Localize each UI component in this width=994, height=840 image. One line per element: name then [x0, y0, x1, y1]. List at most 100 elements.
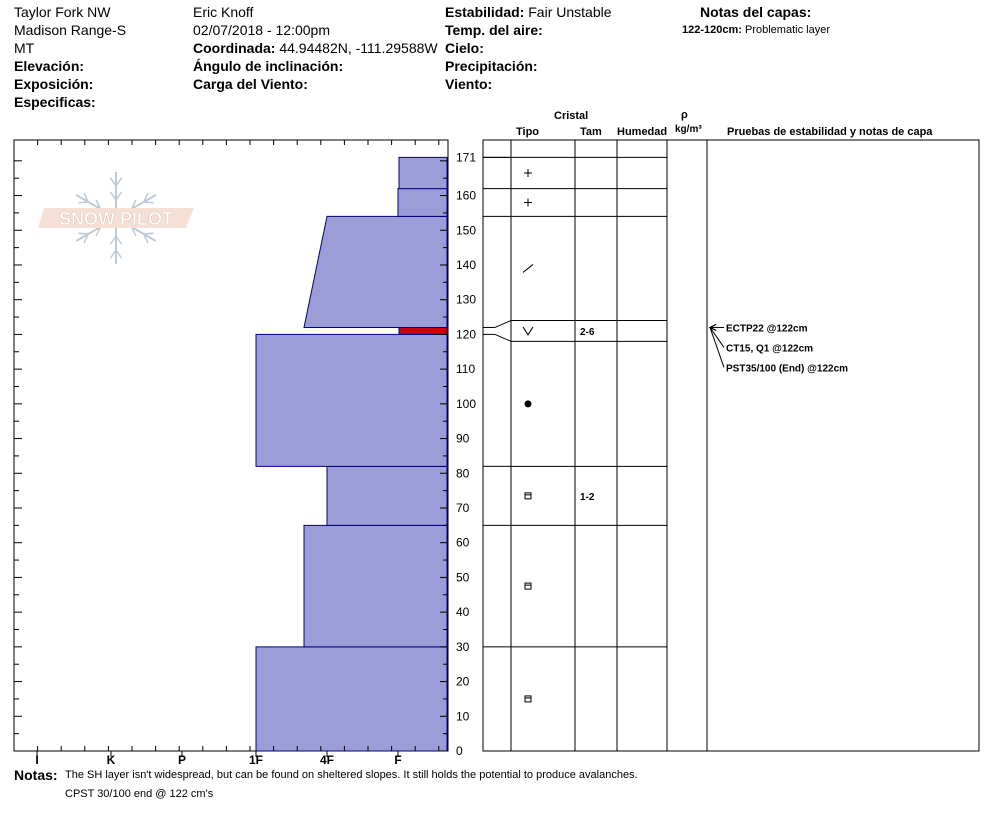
- notes-line-2: CPST 30/100 end @ 122 cm's: [65, 788, 214, 800]
- hardness-tick-label: 4F: [320, 753, 334, 767]
- stability-value: Fair Unstable: [528, 4, 612, 20]
- grain-symbol-v: [522, 326, 534, 336]
- hardness-layer-6: [397, 188, 448, 217]
- depth-tick-label: 50: [456, 570, 470, 584]
- depth-tick-label: 160: [456, 189, 476, 203]
- moisture-header: Humedad: [617, 126, 668, 138]
- depth-tick-label: 20: [456, 675, 470, 689]
- logo-flake-branch: [83, 192, 89, 203]
- grain-symbol-plus: [524, 198, 532, 207]
- logo-flake-branch: [95, 226, 102, 237]
- wind-label: Viento:: [445, 76, 493, 92]
- depth-tick-label: 60: [456, 536, 470, 550]
- coordinate-value: 44.94482N, -111.29588W: [279, 40, 438, 56]
- logo-flake-branch: [109, 235, 117, 245]
- depth-tick-label: 150: [456, 223, 476, 237]
- hardness-tick-label: 1F: [249, 753, 263, 767]
- logo-flake-branch: [115, 249, 123, 259]
- depth-tick-label: 130: [456, 293, 476, 307]
- grain-size-label: 2-6: [580, 327, 595, 338]
- depth-tick-label: 110: [456, 362, 475, 376]
- logo-flake-branch: [130, 226, 137, 237]
- logo-flake-branch: [78, 201, 89, 204]
- layer-table-frame: [482, 139, 980, 752]
- observation-datetime: 02/07/2018 - 12:00pm: [193, 22, 330, 38]
- logo-flake-branch: [109, 177, 117, 187]
- wind-load-label: Carga del Viento:: [193, 76, 308, 92]
- air-temp-label: Temp. del aire:: [445, 22, 543, 38]
- depth-tick-label: 100: [456, 397, 476, 411]
- grain-symbol-plus: [524, 168, 532, 177]
- depth-tick-label: 10: [456, 709, 470, 723]
- hardness-layer-7: [398, 156, 448, 190]
- layer-note-range: 122-120cm:: [682, 24, 742, 36]
- weak-layer-bar: [398, 326, 448, 335]
- hardness-layer-0: [255, 646, 448, 752]
- stability-test-arrow: [708, 324, 717, 331]
- logo-flake-branch: [115, 235, 123, 245]
- aspect-label: Exposición:: [14, 76, 94, 92]
- hardness-plot-frame: [13, 139, 449, 752]
- grain-size-label: 1-2: [580, 492, 595, 503]
- size-header: Tam: [580, 126, 602, 138]
- notes-line-1: The SH layer isn't widespread, but can b…: [65, 769, 638, 781]
- stability-test-label: CT15, Q1 @122cm: [726, 343, 813, 354]
- connector-slant: [494, 320, 512, 328]
- grain-square: [524, 695, 532, 703]
- depth-tick-label: 90: [456, 432, 470, 446]
- stability-test-label: ECTP22 @122cm: [726, 323, 808, 334]
- grain-symbol-slash: [522, 264, 534, 273]
- logo-flake-branch: [115, 177, 123, 187]
- grain-symbol-square: [524, 695, 532, 703]
- logo-banner: [38, 208, 194, 228]
- grain-symbol-dot: [524, 400, 532, 408]
- stability-label: Estabilidad:: [445, 4, 525, 20]
- logo-flake-branch: [109, 191, 117, 201]
- depth-tick-label: 30: [456, 640, 470, 654]
- specifics-label: Especificas:: [14, 94, 96, 110]
- crystal-header: Cristal: [554, 110, 589, 122]
- stability-test-leader: [709, 327, 725, 368]
- hardness-layer-3: [255, 333, 448, 467]
- range-name: Madison Range-S: [14, 22, 127, 38]
- hardness-tick-label: K: [107, 753, 116, 767]
- layer-notes-title: Notas del capas:: [700, 4, 812, 20]
- depth-tick-label: 120: [456, 327, 476, 341]
- stability-test-leader: [709, 327, 725, 348]
- density-unit-header: kg/m³: [675, 124, 702, 135]
- connector-slant: [494, 333, 512, 342]
- slope-angle-label: Ángulo de inclinación:: [193, 58, 344, 74]
- grain-v: [522, 326, 534, 336]
- hardness-layer-5: [303, 215, 448, 328]
- grain-square: [524, 582, 532, 590]
- logo-flake-branch: [95, 199, 102, 210]
- layer-note: 122-120cm: Problematic layer: [682, 24, 830, 37]
- stability-test-label: PST35/100 (End) @122cm: [726, 363, 848, 374]
- depth-tick-label: 171: [456, 150, 476, 164]
- stability-tests-header: Pruebas de estabilidad y notas de capa: [727, 126, 933, 138]
- snowpilot-logo: SNOW PILOT: [38, 172, 194, 264]
- elevation-label: Elevación:: [14, 58, 85, 74]
- depth-tick-label: 0: [456, 744, 463, 758]
- sky-label: Cielo:: [445, 40, 484, 56]
- grain-square: [524, 492, 532, 500]
- observer-name: Eric Knoff: [193, 4, 254, 20]
- grain-dot: [524, 400, 532, 408]
- grain-symbol-square: [524, 582, 532, 590]
- depth-tick-label: 80: [456, 466, 470, 480]
- logo-flake-branch: [143, 201, 154, 204]
- depth-tick-label: 70: [456, 501, 470, 515]
- grain-symbol-square: [524, 492, 532, 500]
- logo-flake-branch: [115, 191, 123, 201]
- logo-flake-branch: [109, 249, 117, 259]
- hardness-layer-2: [326, 465, 448, 526]
- hardness-tick-label: P: [178, 753, 186, 767]
- grain-slash: [522, 264, 534, 273]
- logo-flake-branch: [83, 233, 89, 244]
- logo-flake-branch: [130, 199, 137, 210]
- stability-row: Estabilidad: Fair Unstable: [445, 4, 612, 20]
- location-name: Taylor Fork NW: [14, 4, 111, 20]
- hardness-tick-label: F: [394, 753, 401, 767]
- depth-tick-label: 40: [456, 605, 470, 619]
